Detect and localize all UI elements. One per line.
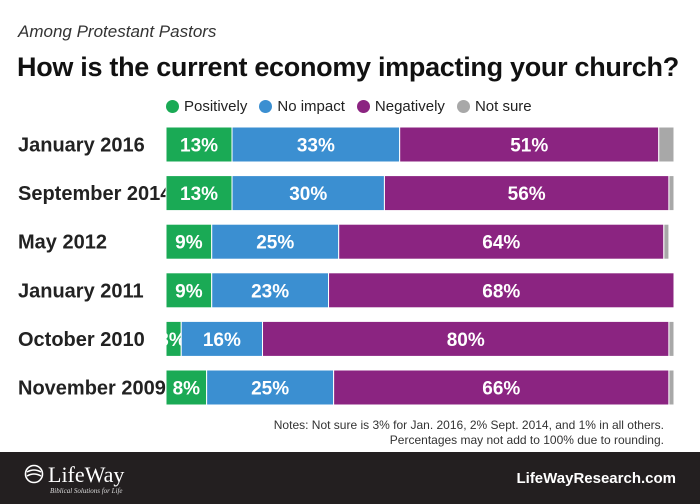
legend: Positively No impact Negatively Not sure [166,96,544,116]
category-label-may-2012: May 2012 [18,232,107,254]
data-label-november-2009-negatively: 66% [482,379,520,400]
legend-dot-not-sure [456,99,470,113]
data-label-january-2016-no-impact: 33% [297,136,335,157]
chart-subtitle: Among Protestant Pastors [18,22,217,41]
data-label-october-2010-no-impact: 16% [203,330,241,351]
legend-item-not-sure: Not sure [456,97,532,115]
data-label-january-2011-negatively: 68% [482,281,520,302]
legend-item-no-impact: No impact [259,98,345,115]
bar-september-2014-positively [165,175,233,212]
data-label-january-2016-negatively: 51% [510,136,548,157]
logo-text: LifeWay [48,462,125,487]
category-label-october-2010: October 2010 [18,329,145,351]
bar-september-2014-not-sure [668,175,675,212]
legend-dot-positively [166,99,179,113]
legend-item-negatively: Negatively [356,97,445,115]
legend-label-not-sure: Not sure [474,97,532,115]
bar-october-2010-no-impact [180,320,264,357]
legend-label-no-impact: No impact [277,97,345,115]
stacked-bar-chart: January 2016 13% 33% 51% September 2014 13% 30… [18,126,675,406]
legend-item-positively: Positively [166,98,247,115]
chart-title: How is the current economy impacting you… [17,52,679,82]
data-label-october-2010-positively: 3% [158,330,186,351]
category-label-january-2016: January 2016 [18,135,145,157]
data-label-september-2014-negatively: 56% [508,184,546,205]
bar-october-2010-negatively [262,320,670,357]
notes-line-2: Percentages may not add to 100% due to r… [389,433,664,447]
notes-line-1: Notes: Not sure is 3% for Jan. 2016, 2% … [273,418,664,432]
legend-dot-negatively [356,99,370,113]
data-label-september-2014-positively: 13% [180,184,218,205]
legend-label-positively: Positively [184,97,248,115]
legend-label-negatively: Negatively [374,97,445,115]
footer: LifeWay Biblical Solutions for Life Life… [0,452,700,504]
category-label-september-2014: September 2014 [18,183,172,205]
notes: Notes: Not sure is 3% for Jan. 2016, 2% … [104,418,664,448]
data-label-january-2016-positively: 13% [180,136,218,157]
bar-october-2010-not-sure [668,320,675,357]
bar-november-2009-not-sure [668,369,675,406]
legend-dot-no-impact [259,99,273,113]
data-label-may-2012-positively: 9% [175,233,203,254]
data-label-january-2011-no-impact: 23% [251,281,289,302]
category-label-november-2009: November 2009 [18,378,166,400]
bar-november-2009-no-impact [206,369,335,406]
bar-january-2011-negatively [328,272,675,309]
data-label-november-2009-no-impact: 25% [251,379,289,400]
data-label-october-2010-negatively: 80% [447,330,485,351]
data-label-may-2012-no-impact: 25% [256,233,294,254]
bar-may-2012-no-impact [211,223,340,260]
bar-november-2009-positively [165,369,208,406]
data-label-september-2014-no-impact: 30% [289,184,327,205]
bar-may-2012-not-sure [663,223,670,260]
bar-january-2016-no-impact [231,126,401,163]
bar-january-2016-negatively [399,126,660,163]
data-label-january-2011-positively: 9% [175,281,203,302]
website-link[interactable]: LifeWayResearch.com [516,470,676,487]
data-label-november-2009-positively: 8% [173,379,201,400]
bar-january-2016-not-sure [658,126,675,163]
globe-icon [24,464,44,484]
bar-january-2011-positively [165,272,213,309]
data-label-may-2012-negatively: 64% [482,233,520,254]
logo-tagline: Biblical Solutions for Life [50,487,123,495]
category-label-january-2011: January 2011 [18,280,144,302]
bar-september-2014-negatively [383,175,670,212]
